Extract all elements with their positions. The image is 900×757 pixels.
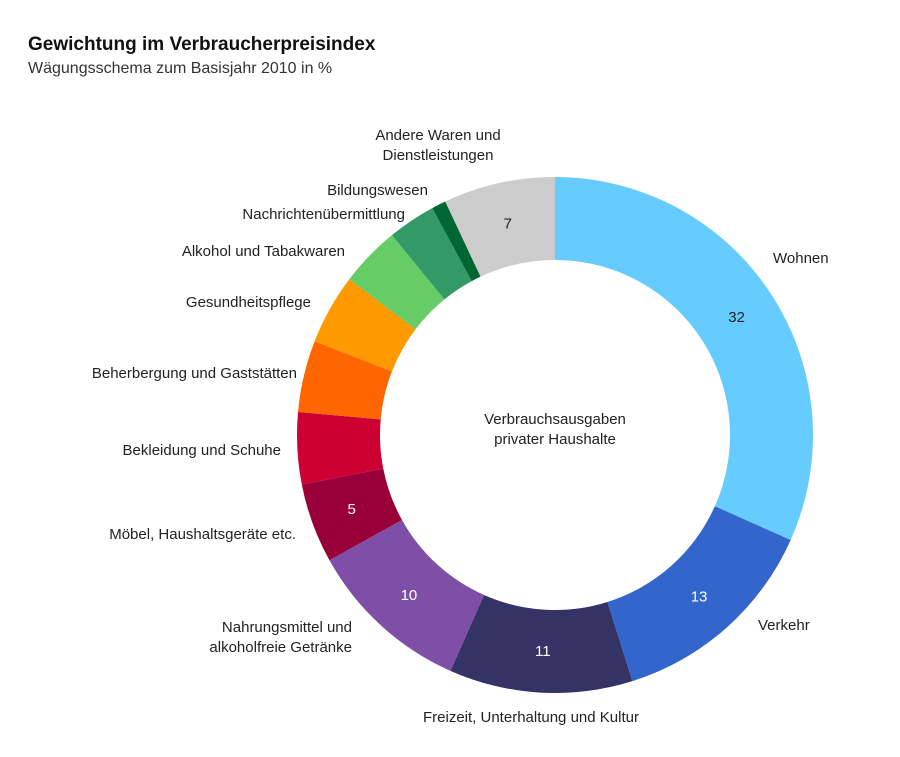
center-label-line-1: Verbrauchsausgaben bbox=[484, 411, 626, 428]
label-nahrung: Nahrungsmittel und alkoholfreie Getränke bbox=[209, 618, 352, 658]
label-alkohol: Alkohol und Tabakwaren bbox=[181, 243, 345, 260]
slice-freizeit-unterhaltung-und-kultur bbox=[450, 594, 633, 693]
label-nahrung-line-2: alkoholfreie Getränke bbox=[209, 639, 352, 656]
slice-alkohol-und-tabakwaren bbox=[349, 235, 445, 330]
data-label: 13 bbox=[691, 589, 708, 606]
data-label: 11 bbox=[535, 643, 551, 660]
data-label: 32 bbox=[728, 309, 745, 326]
slice-nachrichtenübermittlung bbox=[391, 208, 472, 300]
slice-bildungswesen bbox=[432, 201, 481, 282]
label-nachrichten: Nachrichtenübermittlung bbox=[242, 206, 405, 223]
chart-title: Gewichtung im Verbraucherpreisindex bbox=[28, 34, 376, 55]
slice-andere-waren-und-dienstleistungen bbox=[445, 177, 555, 277]
label-andere-line-2: Dienstleistungen bbox=[382, 147, 494, 164]
label-andere: Andere Waren und Dienstleistungen bbox=[338, 126, 538, 166]
slice-wohnen bbox=[555, 177, 814, 540]
label-moebel: Möbel, Haushaltsgeräte etc. bbox=[109, 526, 296, 543]
slice-möbel-haushaltsgeräte-etc bbox=[301, 468, 403, 561]
label-andere-line-1: Andere Waren und bbox=[375, 127, 501, 144]
label-wohnen: Wohnen bbox=[773, 250, 829, 267]
label-bekleidung: Bekleidung und Schuhe bbox=[122, 442, 281, 459]
label-beherbergung: Beherbergung und Gaststätten bbox=[91, 365, 297, 382]
slice-bekleidung-und-schuhe bbox=[296, 411, 384, 485]
slice-verkehr bbox=[607, 506, 791, 682]
slice-gesundheitspflege bbox=[314, 279, 416, 372]
data-label: 7 bbox=[504, 216, 512, 233]
slice-nahrungsmittel-und-alkoholfreie-getränke bbox=[329, 519, 485, 671]
data-label: 5 bbox=[347, 501, 355, 518]
slice-beherbergung-und-gaststätten bbox=[298, 341, 392, 420]
label-nahrung-line-1: Nahrungsmittel und bbox=[221, 619, 352, 636]
data-label: 10 bbox=[401, 587, 418, 604]
chart-subtitle: Wägungsschema zum Basisjahr 2010 in % bbox=[28, 60, 333, 77]
label-gesundheit: Gesundheitspflege bbox=[185, 294, 311, 311]
label-bildung: Bildungswesen bbox=[327, 182, 428, 199]
center-label-line-2: privater Haushalte bbox=[494, 431, 616, 448]
label-freizeit: Freizeit, Unterhaltung und Kultur bbox=[423, 709, 639, 726]
label-verkehr: Verkehr bbox=[758, 617, 810, 634]
